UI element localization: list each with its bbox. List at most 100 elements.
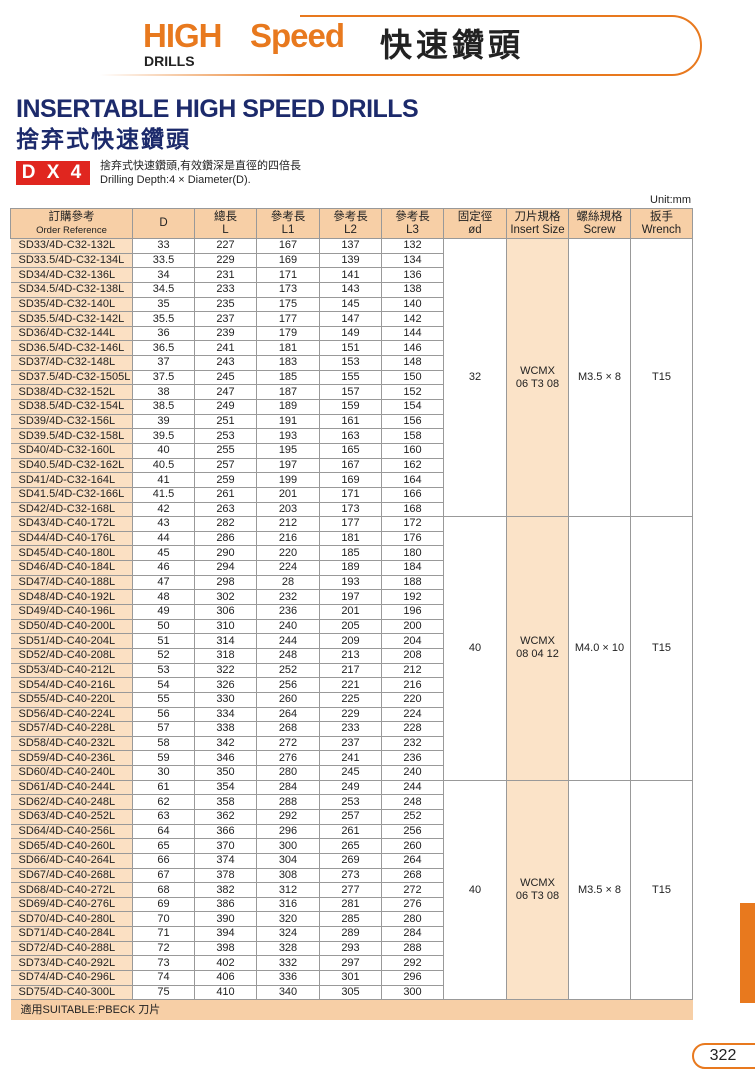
length-l2: 171 [319, 486, 382, 503]
order-reference: SD62/4D-C40-248L [10, 794, 133, 810]
length-l: 330 [194, 691, 257, 708]
length-l3: 140 [381, 296, 444, 313]
length-l1: 187 [256, 384, 320, 401]
order-reference: SD43/4D-C40-172L [10, 516, 133, 532]
order-reference: SD55/4D-C40-220L [10, 691, 133, 708]
order-reference: SD38.5/4D-C32-154L [10, 399, 133, 415]
shank-diameter: 32 [443, 237, 507, 518]
description-english: Drilling Depth:4 × Diameter(D). [100, 174, 251, 186]
length-l2: 237 [319, 735, 382, 752]
length-l1: 280 [256, 765, 320, 781]
length-l: 346 [194, 750, 257, 767]
length-l3: 164 [381, 472, 444, 488]
length-l2: 201 [319, 604, 382, 620]
diameter: 71 [132, 926, 195, 942]
diameter: 68 [132, 882, 195, 898]
diameter: 67 [132, 867, 195, 884]
order-reference: SD52/4D-C40-208L [10, 647, 133, 664]
length-l1: 183 [256, 355, 320, 371]
diameter: 74 [132, 970, 195, 986]
order-reference: SD65/4D-C40-260L [10, 838, 133, 854]
table-row: SD73/4D-C40-292L 73 402 332 297 292 [10, 955, 693, 972]
diameter: 62 [132, 794, 195, 810]
length-l1: 189 [256, 399, 320, 415]
insert-size-line: WCMX [520, 364, 555, 377]
insert-size: WCMX 06 T3 08 [506, 237, 569, 518]
length-l1: 272 [256, 735, 320, 752]
table-row: SD74/4D-C40-296L 74 406 336 301 296 [10, 970, 693, 986]
diameter: 34.5 [132, 281, 195, 298]
length-l1: 244 [256, 633, 320, 649]
length-l3: 248 [381, 794, 444, 810]
header-en: L1 [281, 223, 295, 236]
header-en: Order Reference [36, 224, 107, 236]
length-l: 382 [194, 882, 257, 898]
diameter: 36 [132, 325, 195, 342]
length-l1: 181 [256, 340, 320, 357]
length-l2: 233 [319, 721, 382, 737]
header-cn: 扳手 [650, 210, 673, 223]
length-l3: 224 [381, 706, 444, 723]
length-l2: 241 [319, 750, 382, 767]
length-l1: 332 [256, 955, 320, 972]
length-l2: 305 [319, 984, 382, 1001]
shank-diameter: 40 [443, 779, 507, 1001]
order-reference: SD38/4D-C32-152L [10, 384, 133, 401]
length-l: 374 [194, 852, 257, 869]
length-l3: 256 [381, 823, 444, 840]
length-l1: 292 [256, 808, 320, 825]
length-l: 229 [194, 252, 257, 269]
length-l1: 224 [256, 560, 320, 576]
order-reference: SD41/4D-C32-164L [10, 472, 133, 488]
length-l1: 212 [256, 516, 320, 532]
length-l1: 328 [256, 940, 320, 957]
table-row: SD43/4D-C40-172L 43 282 212 177 172 40 WCMX 08 0… [10, 516, 693, 781]
length-l: 394 [194, 926, 257, 942]
diameter: 38.5 [132, 399, 195, 415]
header-en: ød [468, 223, 482, 236]
order-reference: SD63/4D-C40-252L [10, 808, 133, 825]
diameter: 50 [132, 618, 195, 635]
table-row: SD59/4D-C40-236L 59 346 276 241 236 [10, 750, 693, 767]
length-l3: 188 [381, 574, 444, 591]
order-reference: SD74/4D-C40-296L [10, 970, 133, 986]
diameter: 46 [132, 560, 195, 576]
order-reference: SD61/4D-C40-244L [10, 779, 133, 796]
length-l1: 240 [256, 618, 320, 635]
diameter: 48 [132, 589, 195, 606]
diameter: 37.5 [132, 369, 195, 386]
length-l: 410 [194, 984, 257, 1001]
length-l3: 162 [381, 457, 444, 474]
table-row: SD61/4D-C40-244L 61 354 284 249 244 40 WCMX 06 T… [10, 779, 693, 1001]
order-reference: SD51/4D-C40-204L [10, 633, 133, 649]
order-reference: SD68/4D-C40-272L [10, 882, 133, 898]
header-cn: 固定徑 [457, 210, 493, 223]
length-l: 358 [194, 794, 257, 810]
table-row: SD71/4D-C40-284L 71 394 324 289 284 [10, 926, 693, 942]
length-l1: 203 [256, 501, 320, 518]
length-l2: 193 [319, 574, 382, 591]
table-row: SD48/4D-C40-192L 48 302 232 197 192 [10, 589, 693, 606]
order-reference: SD57/4D-C40-228L [10, 721, 133, 737]
length-l2: 139 [319, 252, 382, 269]
length-l: 342 [194, 735, 257, 752]
column-header: 訂購參考 Order Reference [10, 208, 133, 239]
order-reference: SD44/4D-C40-176L [10, 530, 133, 547]
column-header: 螺絲規格 Screw [568, 208, 631, 239]
header-en: Screw [583, 223, 616, 236]
order-reference: SD49/4D-C40-196L [10, 604, 133, 620]
diameter: 54 [132, 677, 195, 693]
footer-row: 適用SUITABLE:PBECK 刀片 [10, 999, 693, 1020]
length-l: 239 [194, 325, 257, 342]
column-header: 刀片規格 Insert Size [506, 208, 569, 239]
diameter: 39 [132, 413, 195, 430]
length-l: 241 [194, 340, 257, 357]
length-l1: 284 [256, 779, 320, 796]
length-l: 362 [194, 808, 257, 825]
length-l1: 320 [256, 911, 320, 928]
wrench: T15 [630, 516, 693, 781]
column-header: 扳手 Wrench [630, 208, 693, 239]
length-l1: 316 [256, 896, 320, 913]
length-l2: 157 [319, 384, 382, 401]
length-l2: 213 [319, 647, 382, 664]
